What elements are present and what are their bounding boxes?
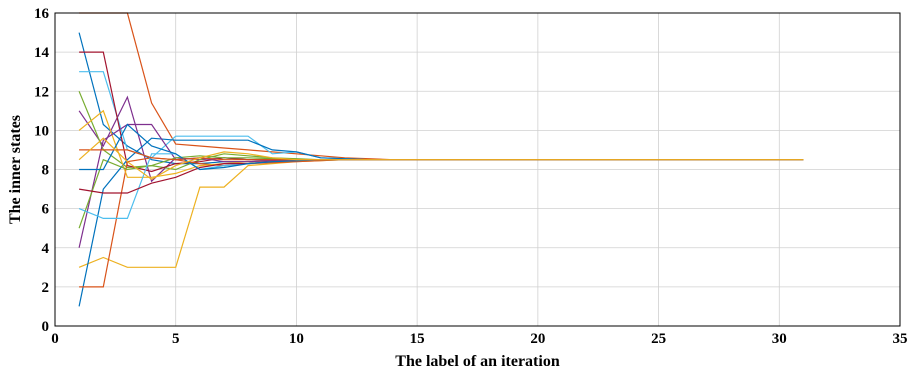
series-line-12	[78, 155, 804, 229]
series-line-6	[79, 71, 804, 161]
x-tick-label-2: 10	[289, 331, 304, 347]
y-tick-label-3: 6	[42, 202, 50, 218]
series-line-4	[78, 95, 804, 183]
y-tick-labels: 0 2 4 6 8 10 12 14 16	[34, 6, 50, 335]
x-tick-label-0: 0	[51, 331, 59, 347]
y-tick-label-1: 2	[42, 280, 50, 296]
y-tick-label-0: 0	[42, 319, 50, 335]
series-line-3	[78, 159, 804, 268]
plot-frame	[54, 12, 901, 327]
x-tick-label-1: 5	[172, 331, 180, 347]
x-tick-label-6: 30	[772, 331, 787, 347]
series-line-2	[79, 12, 804, 161]
y-tick-label-4: 8	[42, 163, 50, 179]
x-tick-label-4: 20	[530, 331, 545, 347]
y-tick-label-5: 10	[34, 123, 49, 139]
x-axis-label: The label of an iteration	[395, 353, 560, 370]
y-tick-label-6: 12	[34, 84, 49, 100]
y-axis-label: The inner states	[7, 115, 24, 224]
series-line-17	[78, 137, 804, 181]
x-tick-labels: 0 5 10 15 20 25 30 35	[51, 331, 907, 347]
series-line-16	[79, 149, 804, 161]
x-tick-label-3: 15	[410, 331, 425, 347]
x-tick-label-7: 35	[893, 331, 908, 347]
y-tick-label-2: 4	[42, 241, 50, 257]
series-line-7	[79, 51, 804, 173]
series-line-9	[79, 157, 804, 288]
y-tick-label-7: 14	[34, 45, 50, 61]
grid	[54, 12, 901, 327]
series-layer	[78, 12, 804, 307]
series-line-10	[78, 109, 804, 178]
y-tick-label-8: 16	[34, 6, 50, 22]
x-tick-label-5: 25	[651, 331, 666, 347]
